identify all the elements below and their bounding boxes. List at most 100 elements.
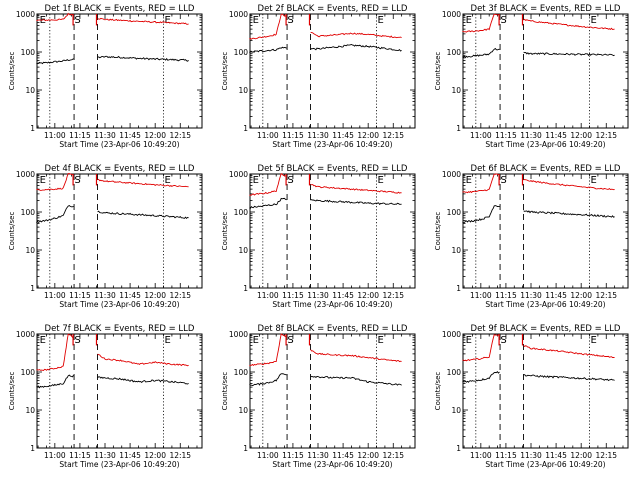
lld-series-line: [36, 12, 74, 22]
x-tick-label: 11:00: [44, 131, 66, 140]
lld-series-line: [310, 349, 402, 363]
panel-title: Det 8f BLACK = Events, RED = LLD: [258, 324, 408, 334]
x-tick-label: 12:00: [144, 131, 166, 140]
x-tick-label: 11:30: [94, 131, 116, 140]
y-tick-label: 1: [243, 444, 248, 453]
annotation-label: E: [40, 15, 46, 26]
detector-panel: Det 1f BLACK = Events, RED = LLD 1 10 100 10…: [8, 4, 203, 149]
y-tick-label: 1: [243, 284, 248, 293]
panel-title: Det 3f BLACK = Events, RED = LLD: [471, 4, 621, 14]
y-tick-label: 100: [21, 48, 36, 57]
x-tick-label: 11:45: [545, 131, 567, 140]
events-series-line: [36, 204, 74, 224]
plot-frame: [462, 333, 629, 449]
annotation-label: E: [165, 175, 171, 186]
panel-title: Det 6f BLACK = Events, RED = LLD: [471, 164, 621, 174]
y-tick-label: 100: [234, 208, 249, 217]
lld-series-line: [310, 184, 402, 194]
detector-panel: Det 2f BLACK = Events, RED = LLD 1 10 100 10…: [221, 4, 416, 149]
events-series-line: [462, 205, 500, 224]
x-axis-label: Start Time (23-Apr-06 10:49:20): [272, 300, 392, 309]
detector-panel: Det 9f BLACK = Events, RED = LLD 1 10 100 10…: [434, 324, 629, 469]
y-axis-label: Counts/sec: [434, 52, 442, 91]
lld-series-line: [97, 353, 189, 367]
panel-title: Det 1f BLACK = Events, RED = LLD: [45, 4, 195, 14]
plot-frame: [462, 173, 629, 289]
x-tick-label: 11:45: [332, 291, 354, 300]
y-tick-label: 10: [451, 86, 461, 95]
y-tick-label: 10: [238, 246, 248, 255]
y-tick-label: 100: [234, 48, 249, 57]
y-tick-label: 100: [447, 208, 462, 217]
y-tick-label: 100: [234, 368, 249, 377]
annotation-label: E: [466, 15, 472, 26]
x-tick-label: 11:30: [94, 451, 116, 460]
annotation-label: S: [287, 175, 293, 186]
x-axis-label: Start Time (23-Apr-06 10:49:20): [59, 460, 179, 469]
panel-title: Det 5f BLACK = Events, RED = LLD: [258, 164, 408, 174]
detector-panel: Det 8f BLACK = Events, RED = LLD 1 10 100 10…: [221, 324, 416, 469]
x-tick-label: 11:45: [119, 131, 141, 140]
x-axis-label: Start Time (23-Apr-06 10:49:20): [59, 300, 179, 309]
x-tick-label: 11:30: [307, 451, 329, 460]
y-tick-label: 10: [25, 246, 35, 255]
lld-series-line: [523, 18, 615, 30]
x-tick-label: 12:00: [357, 131, 379, 140]
y-tick-label: 10: [451, 246, 461, 255]
plot-frame: [36, 333, 203, 449]
annotation-label: E: [253, 335, 259, 346]
plot-frame: [36, 13, 203, 129]
x-tick-label: 12:00: [144, 291, 166, 300]
x-tick-label: 11:15: [282, 291, 304, 300]
y-tick-label: 1: [243, 124, 248, 133]
x-axis-label: Start Time (23-Apr-06 10:49:20): [485, 300, 605, 309]
events-series-line: [462, 371, 500, 383]
lld-series-line: [523, 345, 615, 359]
x-tick-label: 11:45: [545, 451, 567, 460]
events-series-line: [97, 55, 189, 62]
x-tick-label: 11:15: [69, 131, 91, 140]
x-axis-label: Start Time (23-Apr-06 10:49:20): [485, 460, 605, 469]
detector-panel: Det 3f BLACK = Events, RED = LLD 1 10 100 10…: [434, 4, 629, 149]
x-axis-label: Start Time (23-Apr-06 10:49:20): [272, 460, 392, 469]
x-tick-label: 12:15: [169, 291, 191, 300]
events-series-line: [97, 210, 189, 220]
annotation-label: E: [378, 175, 384, 186]
x-tick-label: 12:00: [357, 451, 379, 460]
x-tick-label: 12:00: [357, 291, 379, 300]
annotation-label: E: [591, 335, 597, 346]
lld-series-line: [249, 173, 287, 196]
annotation-label: E: [40, 335, 46, 346]
events-series-line: [310, 44, 402, 52]
events-series-line: [36, 58, 74, 65]
y-tick-label: 1: [30, 444, 35, 453]
x-tick-label: 12:15: [169, 131, 191, 140]
x-tick-label: 11:45: [332, 131, 354, 140]
x-tick-label: 11:15: [495, 291, 517, 300]
y-axis-label: Counts/sec: [221, 212, 229, 251]
x-tick-label: 12:00: [570, 131, 592, 140]
x-tick-label: 12:15: [169, 451, 191, 460]
y-axis-label: Counts/sec: [434, 372, 442, 411]
lld-series-line: [97, 17, 189, 25]
x-tick-label: 12:15: [382, 451, 404, 460]
panel-title: Det 7f BLACK = Events, RED = LLD: [45, 324, 195, 334]
x-tick-label: 12:15: [382, 131, 404, 140]
annotation-label: S: [500, 15, 506, 26]
events-series-line: [462, 47, 500, 59]
annotation-label: E: [40, 175, 46, 186]
detector-panel: Det 7f BLACK = Events, RED = LLD 1 10 100 10…: [8, 324, 203, 469]
x-tick-label: 11:30: [94, 291, 116, 300]
y-tick-label: 10: [25, 406, 35, 415]
y-tick-label: 1000: [229, 170, 248, 179]
annotation-label: S: [74, 335, 80, 346]
y-tick-label: 1000: [442, 170, 461, 179]
detector-panel: Det 6f BLACK = Events, RED = LLD 1 10 100 10…: [434, 164, 629, 309]
x-tick-label: 11:45: [332, 451, 354, 460]
x-tick-label: 11:00: [44, 451, 66, 460]
plot-frame: [462, 13, 629, 129]
y-tick-label: 1: [30, 284, 35, 293]
y-tick-label: 1000: [442, 330, 461, 339]
x-tick-label: 11:15: [282, 451, 304, 460]
